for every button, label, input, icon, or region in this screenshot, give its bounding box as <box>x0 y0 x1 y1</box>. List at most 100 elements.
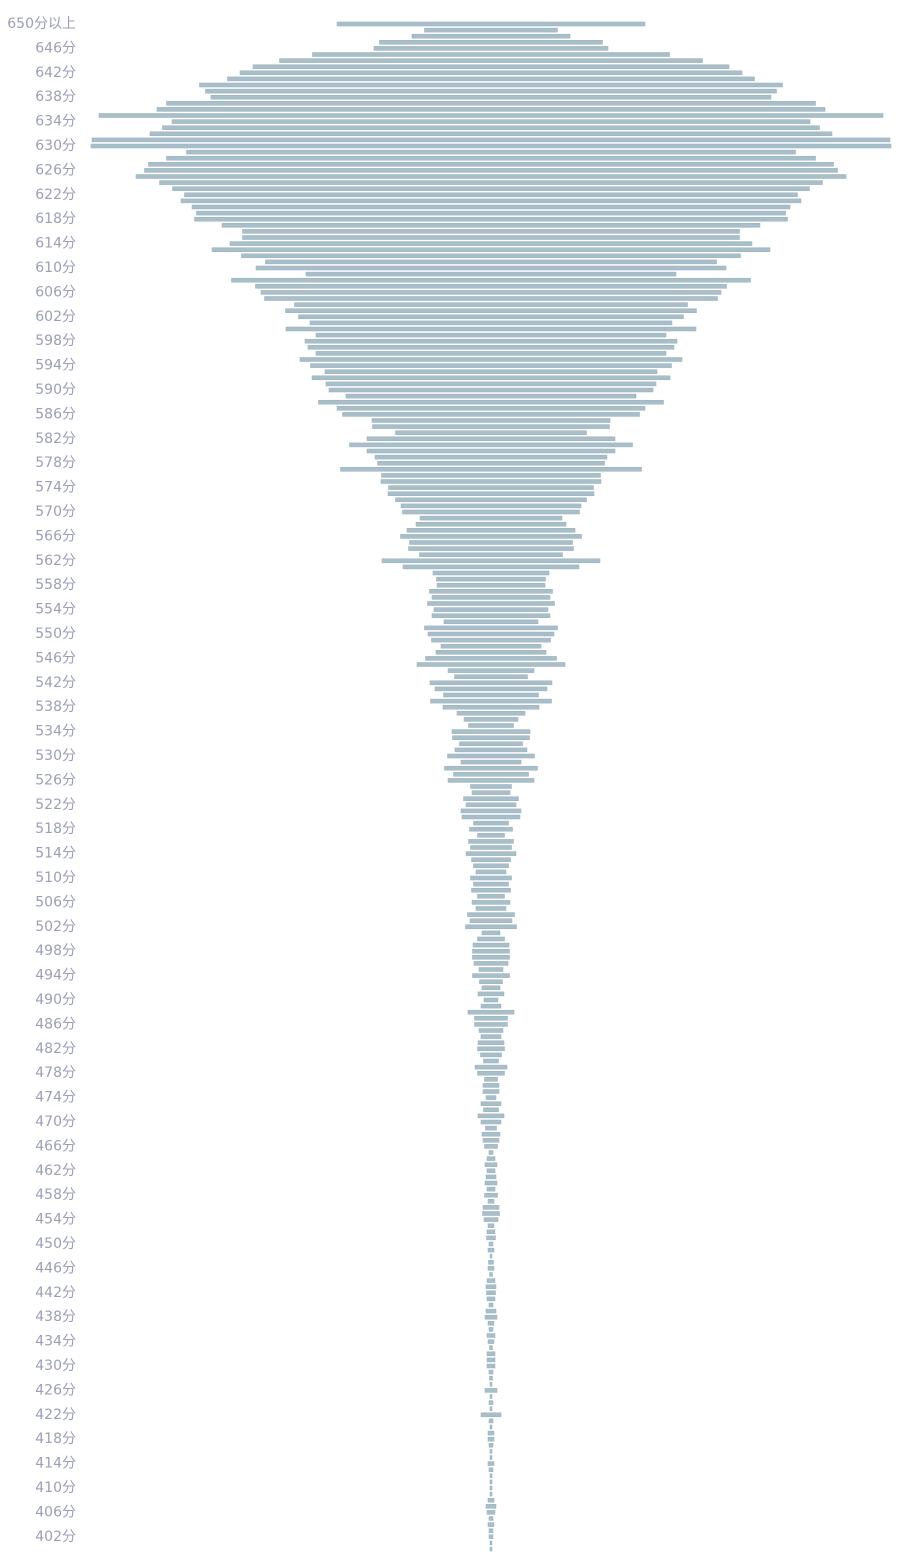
y-tick-label: 622分 <box>35 187 76 203</box>
y-tick-label: 466分 <box>35 1138 76 1154</box>
bar <box>336 21 646 27</box>
bar <box>285 308 697 313</box>
y-tick-label: 574分 <box>35 480 76 496</box>
bar <box>485 1504 497 1509</box>
bar <box>467 1009 515 1015</box>
y-tick-label: 646分 <box>35 40 76 56</box>
bar <box>488 1369 494 1375</box>
bar <box>156 107 826 112</box>
bar <box>186 149 796 155</box>
bar <box>231 277 751 283</box>
bar <box>477 991 505 997</box>
bar <box>484 1314 498 1320</box>
bar <box>374 454 608 460</box>
y-tick-label: 638分 <box>35 89 76 105</box>
bar <box>191 204 791 210</box>
y-tick-label: 626分 <box>35 162 76 178</box>
bar <box>471 790 511 795</box>
bar <box>472 955 510 960</box>
bar <box>489 1491 493 1497</box>
bar <box>486 1510 496 1515</box>
bar <box>433 607 549 612</box>
bar <box>480 1003 502 1009</box>
y-tick-label: 470分 <box>35 1114 76 1130</box>
bar <box>456 711 526 716</box>
bar <box>210 94 772 100</box>
bar <box>486 1186 496 1192</box>
bar <box>336 406 646 411</box>
bar <box>221 223 761 228</box>
bar <box>324 369 658 374</box>
bar <box>411 33 571 39</box>
bar <box>468 839 514 844</box>
y-tick-label: 510分 <box>35 870 76 886</box>
y-tick-label: 542分 <box>35 675 76 691</box>
y-tick-label: 582分 <box>35 431 76 447</box>
bar <box>395 430 587 435</box>
bar <box>229 241 753 246</box>
bar <box>315 351 667 356</box>
bar <box>477 1070 505 1076</box>
bar <box>473 863 509 869</box>
bar <box>469 826 513 832</box>
bar <box>489 1253 493 1259</box>
bar <box>486 1296 496 1302</box>
bar <box>486 1351 496 1357</box>
bar <box>366 448 616 454</box>
y-tick-label: 462分 <box>35 1163 76 1179</box>
bar <box>242 229 740 234</box>
bar <box>486 1357 496 1363</box>
bar <box>477 833 505 838</box>
y-tick-label: 630分 <box>35 138 76 154</box>
bar <box>381 473 601 478</box>
y-tick-label: 482分 <box>35 1041 76 1057</box>
y-tick-label: 618分 <box>35 211 76 227</box>
y-tick-label: 434分 <box>35 1334 76 1350</box>
bar <box>166 155 816 161</box>
bar <box>452 735 530 740</box>
y-tick-label: 514分 <box>35 846 76 862</box>
bar <box>299 357 683 362</box>
bar <box>415 521 567 527</box>
bar <box>477 936 505 942</box>
y-tick-label: 422分 <box>35 1407 76 1423</box>
bar <box>148 162 834 167</box>
bar <box>294 302 688 307</box>
bar <box>483 1107 499 1113</box>
bar <box>461 814 521 820</box>
y-tick-label: 594分 <box>35 358 76 374</box>
bar <box>484 1144 498 1149</box>
bar <box>473 881 509 887</box>
bar <box>162 125 820 130</box>
bar <box>431 613 551 618</box>
bar <box>484 1162 498 1167</box>
bar <box>443 692 539 698</box>
bar <box>474 1022 508 1027</box>
bar <box>241 253 741 259</box>
bar <box>488 1534 494 1540</box>
y-tick-label: 598分 <box>35 333 76 349</box>
bar <box>194 216 788 222</box>
bar <box>340 467 642 472</box>
bar <box>486 1168 496 1174</box>
y-tick-label: 486分 <box>35 1016 76 1032</box>
bar <box>488 1418 494 1424</box>
bar <box>171 119 811 124</box>
bar <box>489 1449 493 1454</box>
bar <box>419 515 563 521</box>
bar <box>477 894 505 899</box>
y-tick-label: 610分 <box>35 260 76 276</box>
y-tick-label: 478分 <box>35 1065 76 1081</box>
bar <box>196 210 786 216</box>
y-tick-label: 642分 <box>35 65 76 81</box>
bar <box>484 1192 498 1198</box>
bar <box>419 552 563 557</box>
y-tick-label: 558分 <box>35 577 76 593</box>
bar <box>90 143 892 149</box>
bar <box>482 1211 500 1216</box>
bar <box>298 314 684 320</box>
bar <box>366 436 616 442</box>
bar <box>484 1077 498 1082</box>
bar <box>489 1485 493 1491</box>
bar <box>395 497 587 503</box>
